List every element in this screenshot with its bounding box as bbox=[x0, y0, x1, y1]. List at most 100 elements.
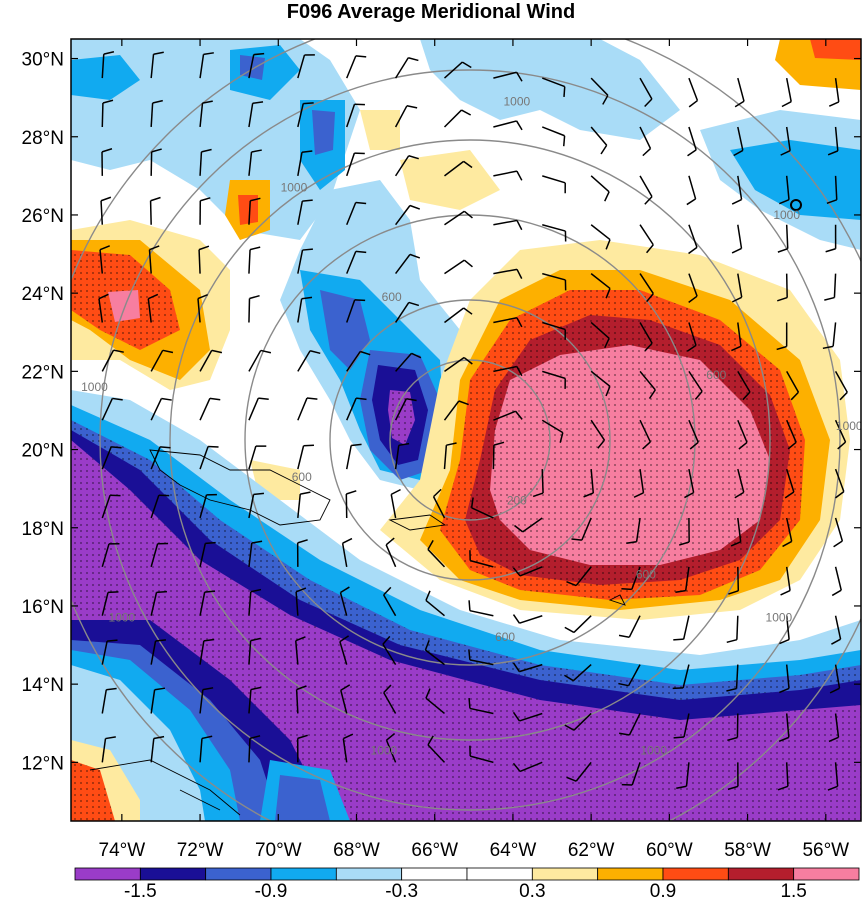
colorbar-swatch bbox=[597, 867, 664, 881]
wind-barb bbox=[444, 160, 473, 177]
wind-barb bbox=[444, 259, 473, 275]
wind-barb bbox=[443, 442, 457, 470]
colorbar-swatch bbox=[74, 867, 141, 881]
wind-barb bbox=[394, 57, 419, 79]
longitude-label: 66°W bbox=[411, 840, 458, 861]
wind-barb bbox=[688, 370, 703, 400]
wind-barb bbox=[199, 148, 212, 176]
latitude-label: 18°N bbox=[22, 519, 64, 540]
wind-barb bbox=[101, 736, 116, 763]
wind-barb bbox=[564, 712, 592, 731]
wind-barb bbox=[834, 468, 845, 499]
wind-barb bbox=[101, 148, 113, 176]
wind-barb bbox=[780, 566, 791, 596]
wind-barb bbox=[688, 77, 699, 108]
wind-barb bbox=[782, 517, 793, 548]
wind-barb bbox=[150, 735, 165, 763]
wind-barb bbox=[339, 586, 350, 616]
contour-label: 1000 bbox=[108, 611, 135, 625]
colorbar-label: -1.5 bbox=[124, 881, 157, 900]
wind-barb bbox=[297, 491, 311, 519]
wind-barb bbox=[493, 219, 523, 231]
wind-barb bbox=[150, 542, 169, 568]
colorbar-swatch bbox=[466, 867, 533, 881]
wind-barb bbox=[493, 170, 523, 181]
wind-barb bbox=[673, 615, 690, 641]
wind-barb bbox=[248, 492, 265, 519]
longitude-label: 56°W bbox=[802, 840, 849, 861]
wind-barb bbox=[199, 493, 217, 519]
wind-barb bbox=[248, 686, 262, 714]
wind-barb bbox=[731, 273, 743, 303]
wind-barb bbox=[297, 199, 313, 225]
wind-barb bbox=[621, 566, 641, 591]
wind-barb bbox=[639, 322, 653, 352]
wind-barb bbox=[248, 588, 262, 616]
wind-barb bbox=[297, 102, 314, 128]
wind-barb bbox=[395, 352, 422, 372]
longitude-labels: 74°W 72°W 70°W 68°W 66°W 64°W 62°W 60°W 58°W 56°W bbox=[99, 840, 850, 861]
wind-barb bbox=[686, 322, 697, 352]
wind-barb bbox=[512, 662, 543, 673]
wind-barb bbox=[150, 99, 163, 128]
wind-barb bbox=[829, 664, 841, 694]
wind-barb bbox=[639, 126, 652, 157]
wind-barb bbox=[726, 615, 739, 644]
wind-barb bbox=[346, 350, 371, 372]
wind-barb bbox=[672, 664, 690, 690]
contour-label: 200 bbox=[507, 493, 527, 507]
wind-barb bbox=[199, 100, 213, 128]
wind-barb bbox=[199, 541, 216, 568]
wind-barb bbox=[150, 446, 171, 470]
wind-barb bbox=[734, 468, 745, 499]
shading-northern-negative bbox=[71, 39, 861, 490]
wind-barb bbox=[295, 685, 307, 714]
wind-barb bbox=[542, 272, 567, 291]
wind-barb bbox=[248, 294, 260, 323]
map-area: 1000 1000 1000 1000 1000 1000 1000 1000 1000 600 6… bbox=[71, 39, 861, 821]
wind-barb bbox=[199, 52, 214, 79]
wind-barb bbox=[621, 762, 641, 786]
contour-label: 600 bbox=[292, 470, 312, 484]
wind-barb bbox=[469, 745, 494, 764]
wind-barb bbox=[737, 419, 748, 450]
wind-barb bbox=[150, 148, 162, 176]
latitude-label: 12°N bbox=[22, 753, 64, 774]
wind-barb bbox=[444, 210, 473, 226]
wind-barb bbox=[99, 245, 110, 274]
map-frame bbox=[70, 38, 862, 822]
wind-barb bbox=[443, 400, 469, 421]
wind-barb bbox=[427, 540, 446, 568]
wind-barb bbox=[296, 734, 308, 763]
latitude-label: 14°N bbox=[22, 675, 64, 696]
wind-barb bbox=[673, 713, 690, 739]
wind-barb bbox=[590, 321, 610, 349]
wind-barb bbox=[566, 566, 592, 587]
wind-barb bbox=[822, 322, 837, 350]
wind-barb bbox=[147, 293, 159, 323]
wind-barb bbox=[777, 273, 788, 302]
wind-barb bbox=[101, 99, 114, 127]
contour-label: 1000 bbox=[766, 611, 793, 625]
wind-barb bbox=[777, 224, 789, 253]
wind-barb bbox=[346, 397, 367, 421]
wind-barb bbox=[726, 664, 739, 692]
wind-barb bbox=[395, 253, 421, 275]
wind-barb bbox=[101, 687, 117, 714]
longitude-label: 70°W bbox=[255, 840, 302, 861]
wind-barb bbox=[444, 307, 473, 324]
wind-barb bbox=[98, 293, 109, 323]
wind-barb bbox=[469, 550, 494, 568]
wind-barb bbox=[777, 762, 789, 791]
wind-barb bbox=[382, 586, 397, 617]
wind-barb bbox=[101, 349, 124, 372]
coastlines bbox=[89, 449, 626, 816]
wind-barb bbox=[512, 566, 543, 577]
latitude-label: 26°N bbox=[22, 206, 64, 227]
colorbar-label: -0.3 bbox=[385, 881, 418, 900]
wind-barb bbox=[296, 539, 308, 567]
wind-barb bbox=[827, 126, 839, 156]
wind-barb bbox=[728, 566, 740, 595]
wind-barb bbox=[468, 697, 494, 715]
